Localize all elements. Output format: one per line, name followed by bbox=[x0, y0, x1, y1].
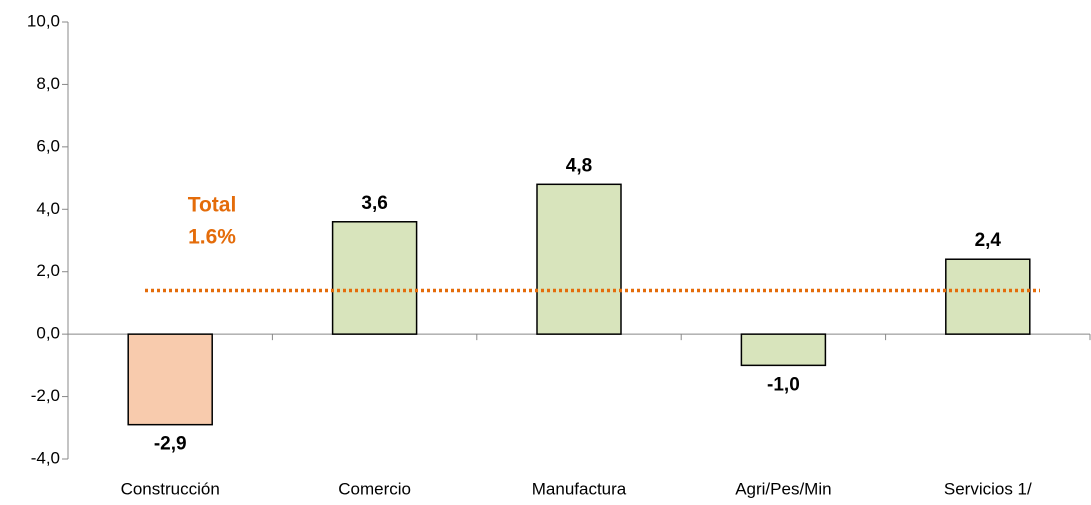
x-tick-label: Manufactura bbox=[532, 479, 627, 498]
y-tick-label: 0,0 bbox=[36, 324, 60, 343]
x-tick-label: Agri/Pes/Min bbox=[735, 479, 831, 498]
y-tick-label: 4,0 bbox=[36, 199, 60, 218]
bar bbox=[331, 221, 418, 335]
value-label: 3,6 bbox=[361, 193, 387, 214]
y-tick-label: 8,0 bbox=[36, 74, 60, 93]
annotation: 1.6% bbox=[188, 226, 236, 249]
value-label: -2,9 bbox=[154, 434, 187, 455]
bar bbox=[740, 333, 827, 367]
value-label: 4,8 bbox=[566, 155, 592, 176]
bar bbox=[536, 183, 622, 335]
y-tick-label: -2,0 bbox=[31, 386, 60, 405]
annotation: Total bbox=[188, 194, 237, 217]
y-tick-label: 6,0 bbox=[36, 136, 60, 155]
bar bbox=[945, 258, 1031, 335]
y-tick-label: 10,0 bbox=[27, 11, 60, 30]
x-tick-label: Construcción bbox=[121, 479, 220, 498]
x-tick-label: Comercio bbox=[338, 479, 411, 498]
value-label: 2,4 bbox=[975, 230, 1002, 251]
bar bbox=[127, 333, 213, 426]
y-tick-label: -4,0 bbox=[31, 448, 60, 467]
y-tick-label: 2,0 bbox=[36, 261, 60, 280]
value-label: -1,0 bbox=[767, 374, 800, 395]
x-tick-label: Servicios 1/ bbox=[944, 479, 1032, 498]
